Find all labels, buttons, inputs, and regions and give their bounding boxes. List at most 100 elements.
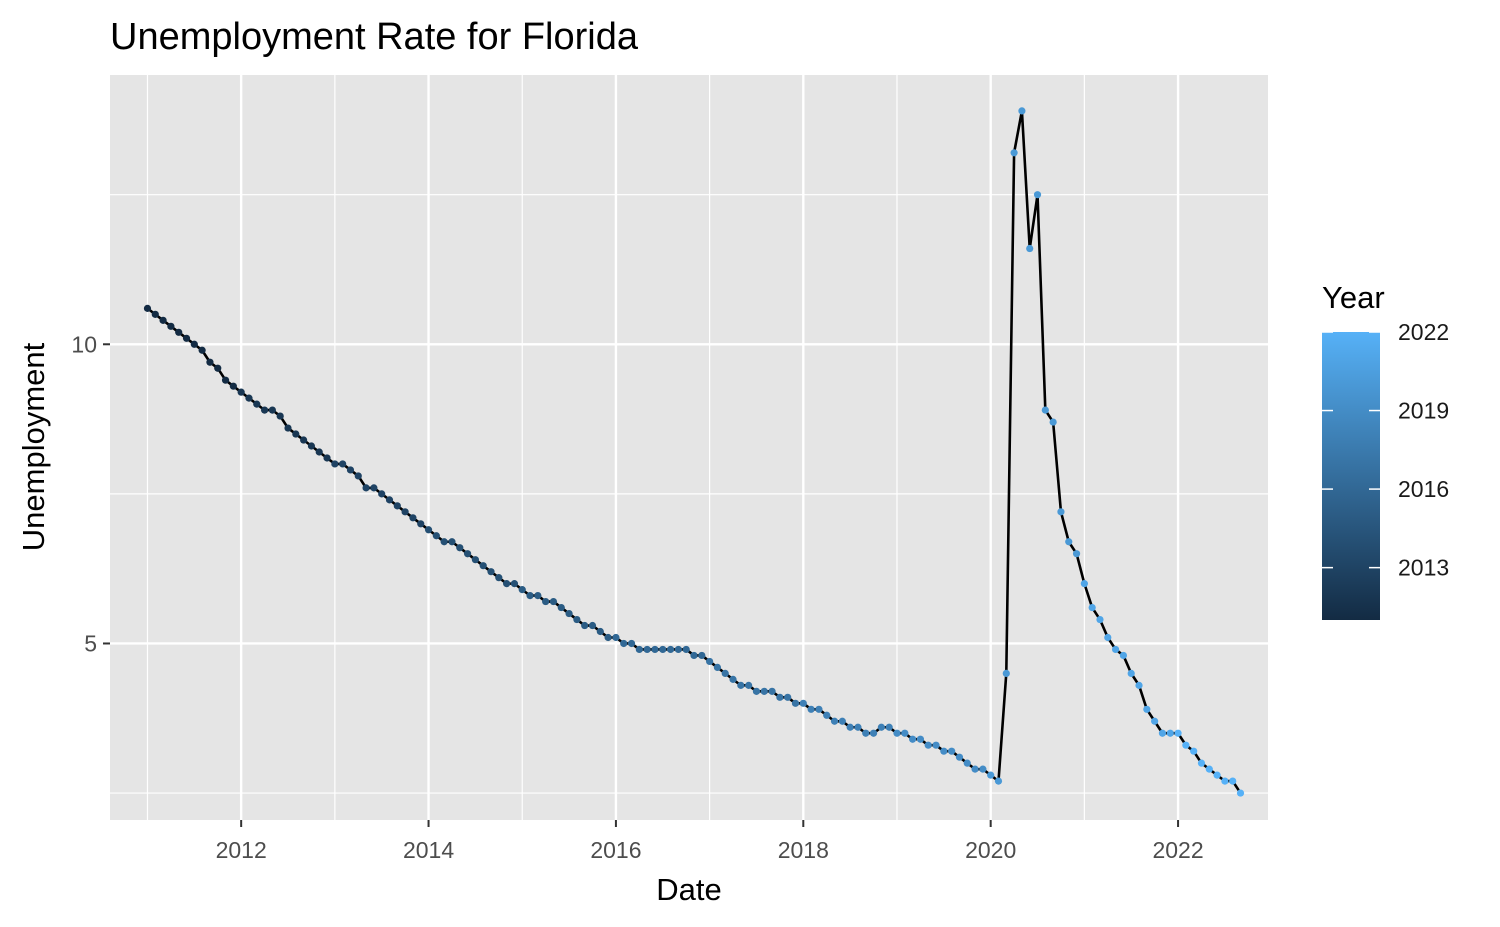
data-point	[448, 538, 456, 546]
data-point	[417, 520, 425, 528]
data-point	[643, 645, 651, 654]
data-point	[253, 400, 261, 408]
data-point	[651, 645, 659, 654]
data-point	[307, 442, 316, 450]
data-point	[940, 747, 948, 755]
data-point	[987, 771, 995, 779]
data-point	[1104, 633, 1112, 642]
data-point	[1111, 645, 1120, 654]
data-point	[198, 346, 206, 354]
data-point	[752, 687, 761, 695]
data-point	[1119, 651, 1128, 660]
data-point	[362, 484, 370, 492]
x-tick-label: 2022	[1152, 837, 1203, 863]
data-point	[495, 574, 503, 582]
data-point	[471, 556, 479, 564]
data-point	[612, 633, 620, 642]
data-point	[768, 687, 776, 695]
data-point	[737, 681, 745, 689]
data-point	[487, 568, 495, 576]
data-point	[268, 406, 276, 414]
data-point	[159, 316, 167, 324]
data-point	[175, 328, 183, 336]
data-point	[877, 723, 885, 731]
color-legend: Year 2022 2019 2016 2013	[1322, 280, 1449, 620]
data-point	[674, 645, 682, 654]
legend-title: Year	[1322, 280, 1385, 315]
data-point	[245, 394, 253, 402]
data-point	[323, 454, 331, 462]
data-point	[401, 508, 409, 516]
data-point	[932, 741, 940, 749]
data-point	[370, 484, 378, 492]
data-point	[776, 693, 784, 701]
data-point	[885, 723, 893, 731]
data-point	[713, 663, 722, 672]
data-point	[627, 639, 636, 648]
data-point	[1072, 550, 1081, 558]
data-point	[909, 735, 917, 743]
data-point	[510, 580, 519, 588]
data-point	[823, 711, 831, 719]
data-point	[143, 304, 152, 312]
data-point	[393, 502, 401, 510]
data-point	[518, 586, 526, 594]
data-point	[620, 639, 628, 648]
data-point	[963, 759, 971, 767]
data-point	[1065, 538, 1073, 546]
data-point	[659, 645, 667, 654]
data-point	[1166, 729, 1174, 737]
x-tick-label: 2012	[216, 837, 267, 863]
y-axis-title: Unemployment	[16, 342, 51, 551]
data-point	[260, 406, 269, 414]
data-point	[542, 597, 550, 606]
legend-colorbar	[1322, 332, 1380, 620]
data-point	[1213, 771, 1221, 779]
data-point	[346, 466, 355, 474]
data-point	[151, 310, 159, 318]
x-axis-title: Date	[656, 872, 721, 907]
legend-label: 2022	[1398, 319, 1449, 345]
data-point	[557, 603, 565, 612]
data-point	[1135, 681, 1143, 689]
data-point	[432, 532, 440, 540]
data-point	[1049, 418, 1057, 426]
data-point	[1151, 717, 1159, 725]
data-point	[1221, 777, 1229, 785]
data-point	[588, 621, 597, 630]
x-tick-label: 2018	[778, 837, 829, 863]
legend-ticks: 2022 2019 2016 2013	[1322, 319, 1449, 581]
x-tick-label: 2014	[403, 837, 454, 863]
data-point	[331, 460, 339, 468]
data-point	[604, 633, 612, 642]
minor-gridlines	[110, 75, 1268, 820]
data-point	[221, 376, 230, 384]
data-point	[534, 592, 542, 600]
data-point	[1080, 580, 1088, 588]
data-point	[385, 496, 394, 504]
x-tick-label: 2016	[590, 837, 641, 863]
data-point	[893, 729, 901, 737]
data-point	[924, 741, 932, 749]
data-point	[1182, 741, 1190, 749]
data-point	[229, 382, 237, 390]
data-point	[182, 334, 191, 342]
data-point	[378, 490, 386, 498]
data-point	[799, 699, 807, 707]
data-points-layer	[143, 107, 1245, 797]
data-point	[815, 705, 823, 713]
data-point	[706, 657, 714, 666]
data-point	[721, 669, 729, 677]
legend-label: 2013	[1398, 555, 1449, 581]
data-point	[463, 550, 472, 558]
data-point	[581, 621, 589, 630]
data-point	[994, 777, 1003, 785]
data-point	[276, 412, 284, 420]
data-point	[456, 544, 464, 552]
data-point	[526, 592, 534, 600]
data-point	[807, 705, 815, 713]
data-point	[1197, 759, 1206, 767]
legend-label: 2016	[1398, 476, 1449, 502]
data-point	[955, 753, 964, 761]
